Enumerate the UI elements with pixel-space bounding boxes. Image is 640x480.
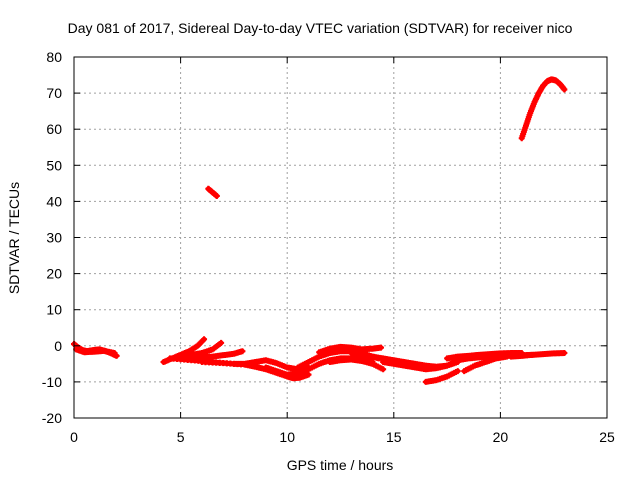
y-tick-label: 70 (46, 85, 62, 101)
data-point (218, 339, 225, 346)
series-sat-o (444, 350, 525, 362)
x-tick-label: 10 (279, 429, 295, 445)
data-point (201, 336, 208, 343)
y-tick-label: 0 (54, 338, 62, 354)
y-tick-label: -10 (42, 374, 62, 390)
x-axis-label: GPS time / hours (287, 457, 394, 473)
y-tick-label: 50 (46, 157, 62, 173)
data-point (305, 371, 312, 378)
axis-ticks: 0 5 10 15 20 25 -20 -10 0 10 20 30 40 50 60 70 80 (42, 49, 615, 445)
y-tick-label: 60 (46, 121, 62, 137)
x-tick-label: 20 (493, 429, 509, 445)
x-tick-label: 25 (599, 429, 615, 445)
series-sat-r (205, 185, 220, 199)
data-point (213, 192, 220, 199)
data-point (380, 366, 387, 373)
x-tick-label: 5 (177, 429, 185, 445)
data-point (378, 344, 385, 351)
data-point (111, 350, 118, 357)
series-sat-b (73, 346, 118, 357)
x-tick-label: 0 (70, 429, 78, 445)
y-tick-label: 20 (46, 266, 62, 282)
series-sat-d (177, 339, 225, 360)
data-point (561, 86, 568, 93)
y-tick-label: 80 (46, 49, 62, 65)
series-sat-n (422, 368, 461, 385)
series-sat-p (461, 353, 510, 375)
grid (74, 57, 607, 418)
series-sat-k (326, 356, 387, 373)
y-tick-label: 30 (46, 230, 62, 246)
series-sat-q (508, 350, 568, 360)
data-points (71, 76, 568, 385)
data-point (561, 350, 568, 357)
x-tick-label: 15 (386, 429, 402, 445)
data-point (239, 348, 246, 355)
series-sat-s (518, 76, 568, 142)
y-tick-label: -20 (42, 410, 62, 426)
y-tick-label: 40 (46, 193, 62, 209)
series-sat-j (316, 343, 385, 356)
data-point (454, 368, 461, 375)
y-axis-label: SDTVAR / TECUs (6, 182, 22, 294)
chart-title: Day 081 of 2017, Sidereal Day-to-day VTE… (68, 20, 573, 36)
y-tick-label: 10 (46, 302, 62, 318)
